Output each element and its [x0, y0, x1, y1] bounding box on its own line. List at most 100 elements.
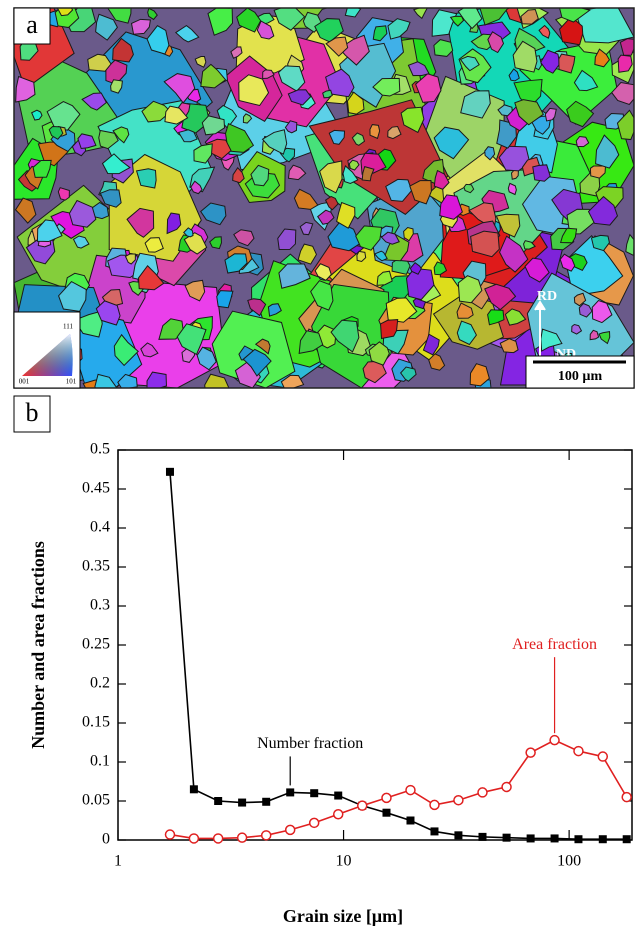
grain: [58, 280, 87, 312]
grain: [48, 125, 64, 140]
marker: [622, 835, 631, 844]
ebsd-map: [13, 7, 635, 389]
marker: [236, 832, 248, 843]
marker: [526, 834, 535, 843]
marker: [574, 835, 583, 844]
grain: [36, 219, 63, 243]
grain: [124, 253, 136, 265]
marker: [214, 797, 223, 805]
grain: [183, 227, 194, 238]
grain: [328, 129, 346, 145]
marker: [478, 832, 487, 841]
grain: [324, 195, 339, 211]
marker: [284, 824, 296, 836]
grain: [68, 199, 97, 228]
grain: [158, 318, 184, 340]
grain: [573, 69, 599, 92]
x-axis-label: Grain size [µm]: [283, 906, 403, 926]
grain: [200, 63, 227, 89]
grain: [484, 283, 517, 311]
series-label: Number fraction: [257, 735, 363, 752]
grain: [495, 213, 521, 238]
grain: [190, 180, 203, 195]
grain: [112, 37, 134, 63]
grain: [325, 68, 355, 98]
grain: [298, 330, 324, 355]
grain: [327, 221, 361, 252]
panel-b-label: b: [26, 398, 39, 427]
ipf-label: 001: [19, 378, 30, 386]
y-tick-label: 0.5: [90, 441, 110, 458]
grain: [571, 323, 583, 335]
grain: [200, 202, 227, 226]
grain: [380, 319, 399, 340]
marker: [310, 789, 319, 798]
grain: [31, 109, 43, 121]
marker: [381, 792, 392, 804]
marker: [430, 827, 439, 836]
grain: [87, 53, 112, 72]
grain: [95, 13, 118, 41]
grain: [433, 39, 454, 57]
grain: [310, 280, 334, 311]
grain: [194, 55, 207, 68]
marker: [573, 745, 584, 757]
grain: [230, 46, 243, 59]
grain: [314, 263, 332, 281]
marker: [598, 835, 607, 844]
grain: [101, 153, 131, 175]
marker: [286, 788, 295, 797]
y-tick-label: 0.35: [82, 558, 110, 575]
grain: [177, 129, 198, 143]
marker: [453, 794, 464, 806]
grain: [146, 25, 170, 55]
grain: [463, 183, 475, 194]
x-tick-label: 100: [557, 853, 581, 870]
grain: [77, 133, 97, 150]
grain: [400, 106, 425, 134]
grain: [433, 169, 450, 190]
grain: [224, 253, 248, 274]
grain: [126, 207, 155, 238]
grain: [297, 243, 317, 265]
grain: [368, 341, 390, 366]
marker: [454, 831, 463, 840]
grain: [287, 164, 307, 181]
y-tick-label: 0.25: [82, 636, 110, 653]
marker: [262, 797, 271, 806]
grain: [163, 73, 196, 104]
grain: [15, 75, 36, 103]
grain: [267, 303, 282, 317]
grain: [348, 159, 360, 171]
grain: [456, 302, 474, 319]
grain: [369, 124, 381, 140]
grain: [95, 300, 121, 326]
marker: [164, 829, 176, 840]
marker: [549, 734, 560, 746]
grain: [319, 160, 343, 194]
y-tick-label: 0.05: [82, 792, 110, 809]
grain: [524, 257, 550, 283]
grain: [387, 126, 402, 140]
grain: [538, 24, 551, 39]
grain: [361, 166, 375, 182]
y-tick-label: 0.3: [90, 597, 110, 614]
grain: [247, 298, 267, 317]
marker: [308, 817, 320, 829]
grain: [595, 134, 620, 169]
marker: [356, 800, 368, 811]
grain: [14, 197, 37, 224]
grain: [532, 164, 551, 182]
grain: [98, 129, 119, 150]
grain: [356, 250, 367, 263]
grain: [224, 122, 255, 153]
x-tick-label: 1: [114, 853, 122, 870]
grain: [342, 164, 359, 185]
grain: [176, 323, 207, 356]
marker: [382, 808, 391, 817]
grain: [72, 235, 90, 249]
marker: [502, 833, 511, 842]
marker: [405, 784, 416, 796]
grain: [507, 182, 517, 196]
